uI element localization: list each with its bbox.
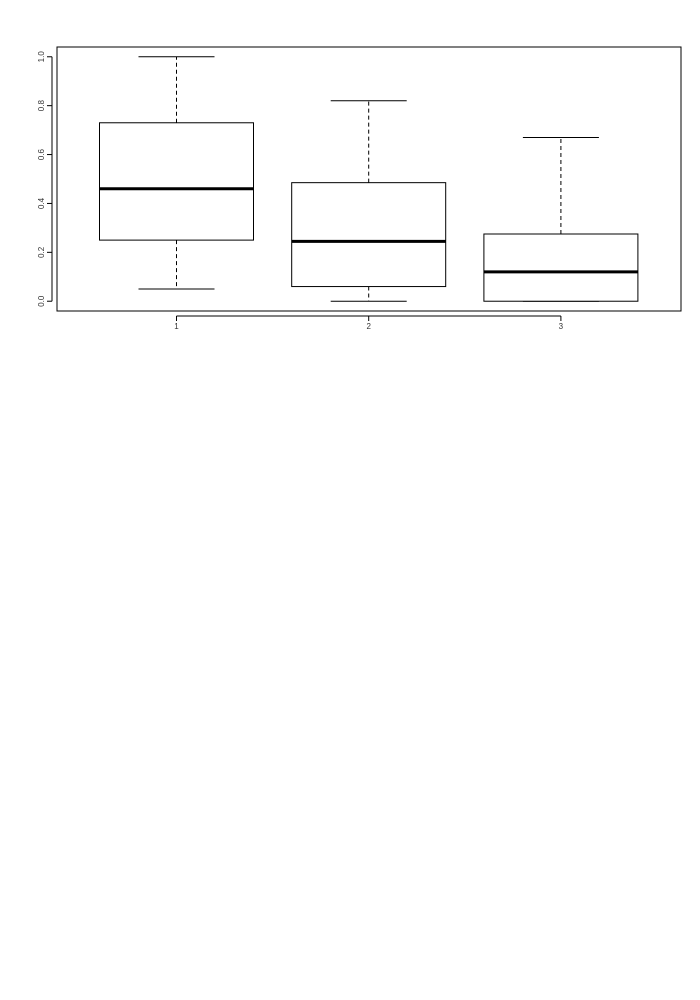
boxes bbox=[99, 56, 639, 302]
y-tick-label: 1.0 bbox=[37, 51, 46, 63]
x-tick-label: 3 bbox=[559, 322, 564, 331]
box-3 bbox=[483, 136, 639, 302]
plot-frame bbox=[56, 46, 682, 312]
x-tick-label: 2 bbox=[366, 322, 371, 331]
y-axis: 0.0 0.2 0.4 0.6 0.8 1.0 bbox=[37, 51, 53, 307]
box-1 bbox=[99, 56, 254, 290]
y-tick-label: 0.0 bbox=[37, 295, 46, 307]
x-tick-label: 1 bbox=[174, 322, 179, 331]
iqr-box bbox=[483, 233, 639, 302]
iqr-box bbox=[291, 182, 447, 288]
y-tick-label: 0.8 bbox=[37, 100, 46, 112]
y-tick-label: 0.4 bbox=[37, 197, 46, 209]
iqr-box bbox=[99, 122, 254, 241]
box-2 bbox=[291, 100, 447, 302]
y-tick-label: 0.2 bbox=[37, 246, 46, 258]
x-axis: 1 2 3 bbox=[174, 315, 564, 331]
y-tick-label: 0.6 bbox=[37, 148, 46, 160]
